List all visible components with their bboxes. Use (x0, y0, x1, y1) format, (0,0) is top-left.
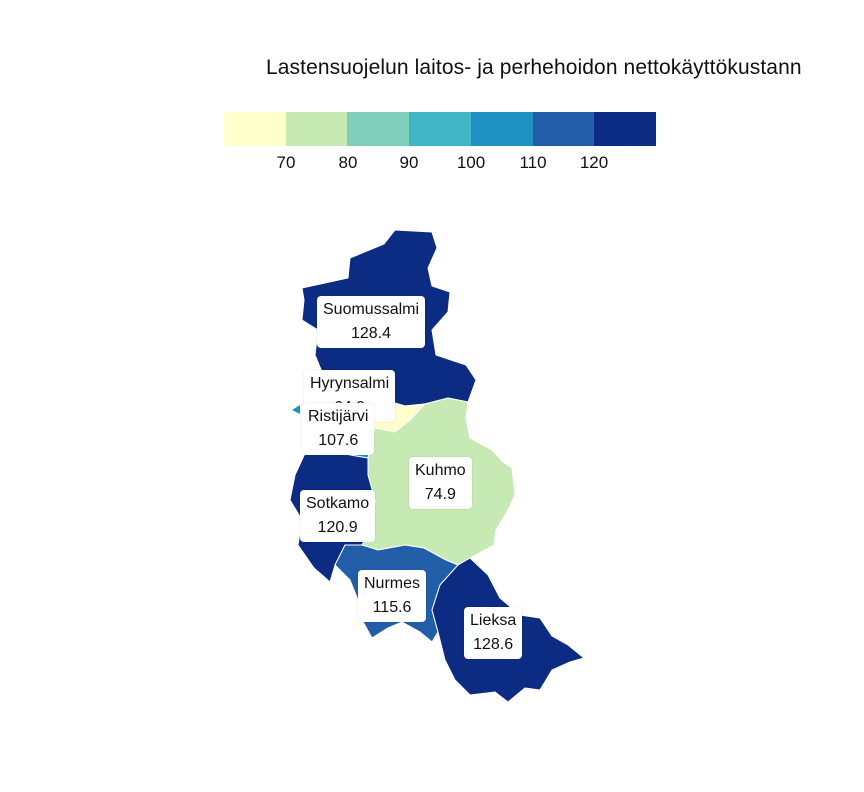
region-label-kuhmo: Kuhmo 74.9 (409, 457, 472, 509)
region-value: 74.9 (424, 486, 456, 503)
legend-tick: 90 (399, 153, 419, 172)
region-label-suomussalmi: Suomussalmi 128.4 (317, 296, 426, 348)
region-value: 115.6 (372, 599, 412, 616)
legend-tick: 80 (338, 153, 358, 172)
region-value: 128.4 (350, 325, 392, 342)
legend-tick: 120 (579, 153, 609, 172)
map-title: Lastensuojelun laitos- ja perhehoidon ne… (266, 56, 802, 79)
legend-swatch (470, 112, 533, 146)
region-label-ristijarvi: Ristijärvi 107.6 (302, 403, 375, 455)
region-label-sotkamo: Sotkamo 120.9 (300, 490, 376, 542)
legend-tick: 70 (276, 153, 296, 172)
legend-swatch (347, 112, 410, 146)
region-name: Sotkamo (306, 495, 370, 512)
color-legend (224, 112, 657, 146)
region-name: Suomussalmi (323, 301, 420, 318)
region-value: 107.6 (318, 432, 359, 449)
legend-swatch (532, 112, 595, 146)
region-name: Hyrynsalmi (310, 375, 390, 392)
legend-swatch (409, 112, 471, 146)
legend-swatch (224, 112, 286, 146)
region-name: Nurmes (364, 575, 421, 592)
region-name: Kuhmo (415, 462, 466, 479)
legend-tick: 110 (519, 153, 547, 172)
legend-swatch (285, 112, 348, 146)
legend-tick: 100 (456, 153, 486, 172)
legend-swatch (594, 112, 657, 146)
region-value: 128.6 (473, 636, 514, 653)
region-label-lieksa: Lieksa 128.6 (464, 607, 523, 659)
region-label-nurmes: Nurmes 115.6 (358, 570, 427, 622)
region-value: 120.9 (317, 519, 358, 536)
region-ristijarvi-fragment (292, 405, 300, 414)
region-name: Lieksa (470, 612, 517, 629)
region-name: Ristijärvi (308, 408, 369, 425)
